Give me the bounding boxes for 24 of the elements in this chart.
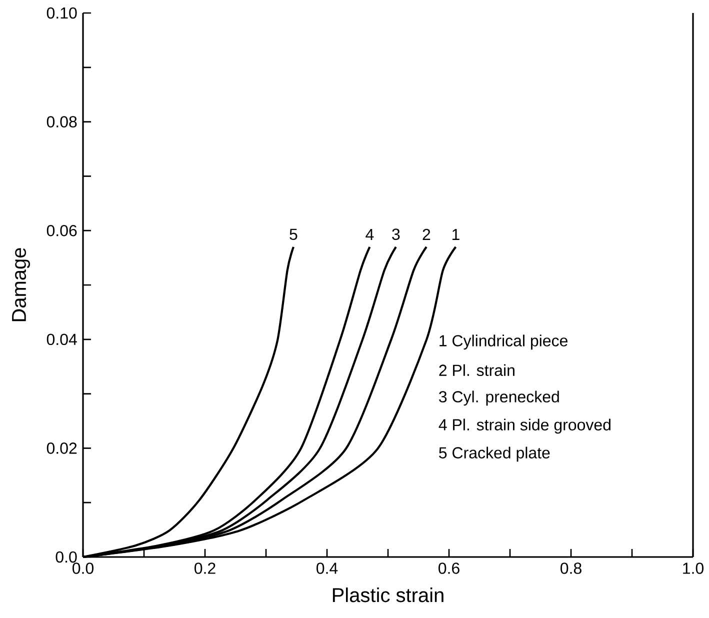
series-label: 5 — [290, 228, 298, 240]
y-tick-label: 0.02 — [46, 442, 77, 454]
x-tick-label: 0.6 — [438, 562, 460, 574]
x-tick-label: 0.2 — [194, 562, 216, 574]
series-label: 1 — [452, 228, 460, 240]
series-label: 2 — [422, 228, 430, 240]
x-tick-label: 1.0 — [683, 562, 704, 574]
y-tick-label: 0.10 — [46, 7, 77, 19]
y-tick-label: 0.06 — [46, 224, 77, 236]
y-axis-title: Damage — [12, 248, 30, 322]
annotation: 5 Cracked plate — [439, 446, 550, 462]
y-tick-label: 0.0 — [56, 551, 77, 563]
annotation: 2 Pl. strain — [439, 364, 514, 376]
x-tick-label: 0.8 — [560, 562, 582, 574]
x-axis-title: Plastic strain — [332, 588, 444, 602]
annotation: 1 Cylindrical piece — [440, 334, 568, 350]
x-tick-label: 0.0 — [72, 562, 94, 574]
series-label: 4 — [366, 228, 374, 240]
annotation: 3 Cyl. prenecked — [439, 390, 559, 406]
y-tick-label: 0.04 — [46, 334, 77, 346]
series-label: 3 — [392, 228, 400, 240]
annotation: 4 Pl. strain side grooved — [438, 418, 610, 434]
x-tick-label: 0.4 — [316, 562, 338, 574]
y-tick-label: 0.08 — [46, 116, 77, 128]
